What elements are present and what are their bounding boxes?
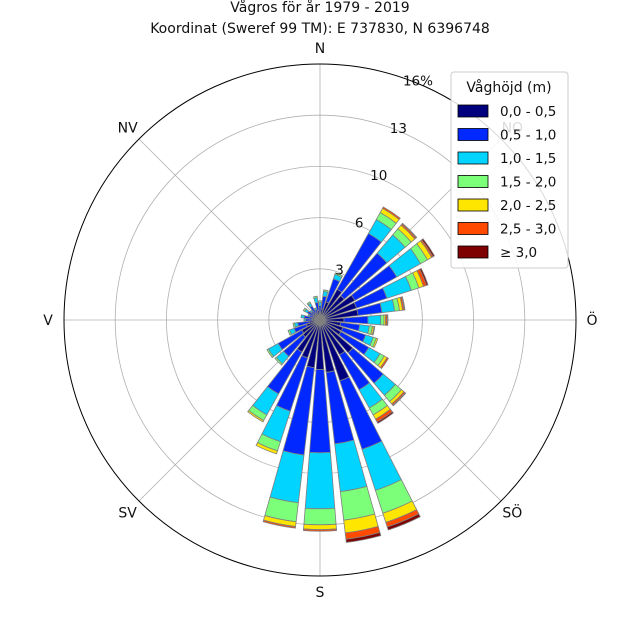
rose-bar-segment — [266, 348, 275, 359]
radial-tick-labels: 3 6 10 13 16% — [335, 73, 433, 278]
rose-bar-segment — [401, 222, 418, 239]
rose-bar-segment — [358, 324, 370, 334]
outer-frame — [63, 63, 577, 577]
rose-bar-segment — [287, 329, 293, 336]
direction-label: N — [315, 41, 325, 57]
legend-entry-label: 2,0 - 2,5 — [500, 198, 556, 214]
rose-bar-segment — [372, 337, 379, 349]
rose-bar-segment — [274, 356, 284, 366]
rose-bar-segment — [318, 300, 322, 303]
rose-bar-segment — [376, 411, 394, 424]
rose-bar-segment — [386, 314, 389, 326]
rose-bar-segment — [322, 289, 329, 293]
chart-title-line1: Vågros för år 1979 - 2019 — [230, 0, 409, 16]
legend-swatch — [457, 104, 489, 118]
rose-bar-segment — [247, 409, 265, 423]
rose-bar-segment — [380, 314, 385, 326]
legend-swatch — [457, 151, 489, 165]
legend-entry-label: ≥ 3,0 — [500, 245, 537, 261]
rose-bar-segment — [345, 532, 382, 543]
radial-tick-label: 10 — [370, 168, 387, 184]
direction-label: S — [316, 585, 325, 601]
rose-bar-segment — [292, 322, 296, 328]
legend-swatch — [457, 175, 489, 188]
rose-bar-segment — [379, 356, 389, 370]
rose-bar-segment — [379, 299, 396, 314]
rose-bar-segment — [303, 507, 337, 526]
outer-circle — [63, 63, 577, 577]
legend-entry-label: 0,0 - 0,5 — [500, 104, 556, 120]
rose-bars — [247, 206, 436, 543]
radial-tick-label: 16% — [403, 73, 433, 89]
rose-bar-segment — [343, 315, 369, 325]
legend-entry-label: 2,5 - 3,0 — [500, 222, 556, 238]
rose-bar-segment — [303, 523, 337, 530]
rose-bar-segment — [421, 238, 436, 258]
rose-bar-segment — [313, 307, 318, 311]
direction-label: V — [43, 313, 53, 329]
rose-bar-segment — [307, 313, 311, 318]
rose-bar-segment — [371, 325, 376, 336]
radial-tick-label: 13 — [390, 121, 407, 137]
rose-bar-segment — [419, 267, 429, 286]
rose-bar-segment — [401, 296, 406, 311]
legend-swatch — [457, 222, 489, 235]
rose-bar-segment — [302, 307, 307, 312]
grid-spoke — [138, 138, 321, 321]
chart-title-line2: Koordinat (Sweref 99 TM): E 737830, N 63… — [150, 21, 490, 37]
legend-swatch — [457, 245, 489, 259]
direction-label: SÖ — [502, 503, 522, 521]
radial-tick-label: 6 — [355, 215, 364, 231]
rose-bar-segment — [262, 519, 296, 529]
legend-box — [450, 71, 569, 269]
legend-swatch — [457, 128, 489, 141]
rose-bar-segment — [303, 528, 337, 532]
direction-label: NV — [118, 121, 138, 137]
rose-bar-segment — [303, 318, 307, 322]
rose-bar-segment — [304, 451, 336, 510]
legend: Våghöjd (m) 0,0 - 0,5 0,5 - 1,0 1,0 - 1,5 1… — [450, 71, 569, 269]
rose-bar-segment — [392, 392, 407, 407]
rose-bar-segment — [334, 272, 344, 278]
legend-entry-label: 1,5 - 2,0 — [500, 175, 556, 191]
radial-tick-label: 3 — [335, 263, 344, 279]
legend-swatch — [457, 198, 489, 212]
rose-bar-segment — [367, 314, 382, 326]
rose-bar-segment — [312, 295, 318, 299]
rose-bar-segment — [386, 513, 421, 531]
rose-bar-segment — [318, 301, 322, 307]
rose-bar-segment — [306, 301, 312, 306]
rose-bar-segment — [381, 206, 401, 221]
legend-title: Våghöjd (m) — [466, 79, 551, 96]
rose-bar-segment — [300, 314, 306, 319]
rose-bar-segment — [309, 309, 314, 314]
direction-label: SV — [118, 505, 137, 521]
rose-bar-segment — [269, 450, 305, 504]
direction-label: Ö — [586, 311, 597, 329]
legend-entry-label: 1,0 - 1,5 — [500, 151, 556, 167]
rose-bar-segment — [255, 442, 278, 455]
legend-entry-label: 0,5 - 1,0 — [500, 128, 556, 144]
